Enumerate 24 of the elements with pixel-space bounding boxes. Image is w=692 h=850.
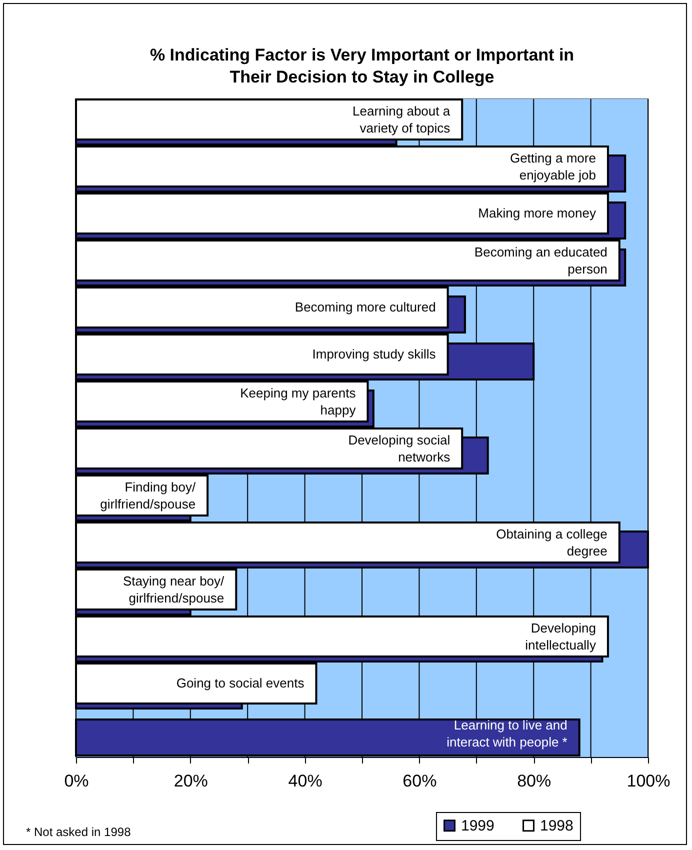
y-tick-label: Developing social networks bbox=[348, 432, 451, 464]
y-tick-label: Becoming more cultured bbox=[294, 300, 436, 314]
y-tick-label: Getting a more enjoyable job bbox=[510, 150, 596, 182]
chart-title: % Indicating Factor is Very Important or Important in Their Decision to Stay in College bbox=[150, 46, 574, 86]
x-tick-label: 80% bbox=[517, 772, 552, 790]
x-tick-label: 60% bbox=[402, 772, 437, 790]
y-tick-label: Making more money bbox=[478, 206, 596, 220]
legend-label: 1998 bbox=[540, 818, 574, 835]
x-tick-label: 100% bbox=[626, 772, 670, 790]
y-tick-label: Staying near boy/ girlfriend/spouse bbox=[122, 574, 225, 606]
y-tick-label: Finding boy/ girlfriend/spouse bbox=[100, 480, 196, 512]
y-tick-label: Going to social events bbox=[176, 676, 305, 690]
y-tick-label: Learning about a variety of topics bbox=[352, 104, 451, 136]
x-tick-label: 0% bbox=[64, 772, 89, 790]
legend-label: 1999 bbox=[461, 818, 494, 835]
y-tick-label: Developing intellectually bbox=[525, 620, 596, 652]
x-tick-label: 40% bbox=[288, 772, 322, 790]
y-tick-label: Becoming an educated person bbox=[474, 244, 608, 276]
text: * Not asked in 1998 bbox=[26, 825, 132, 839]
y-tick-label: Improving study skills bbox=[312, 346, 436, 362]
y-tick-label: Learning to live and interact with people * bbox=[446, 718, 568, 750]
y-tick-label: Keeping my parents happy bbox=[240, 386, 356, 418]
y-tick-label: Obtaining a college degree bbox=[496, 526, 608, 558]
x-tick-label: 20% bbox=[174, 772, 208, 790]
